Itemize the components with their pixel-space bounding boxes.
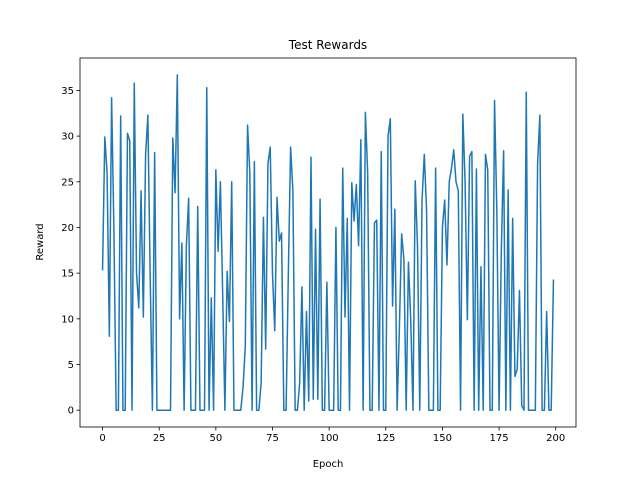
x-tick-label: 175 bbox=[490, 433, 509, 444]
y-tick-label: 20 bbox=[61, 223, 74, 234]
chart-title: Test Rewards bbox=[288, 38, 367, 52]
x-axis-label: Epoch bbox=[313, 459, 344, 470]
x-tick-label: 75 bbox=[266, 433, 279, 444]
x-tick-label: 25 bbox=[153, 433, 166, 444]
y-tick-label: 15 bbox=[61, 269, 74, 280]
line-series bbox=[101, 74, 555, 411]
x-tick-label: 0 bbox=[99, 433, 105, 444]
x-tick-label: 50 bbox=[209, 433, 222, 444]
x-tick-label: 150 bbox=[433, 433, 452, 444]
y-tick-label: 35 bbox=[61, 86, 74, 97]
plot-frame bbox=[79, 57, 577, 428]
x-tick-label: 100 bbox=[320, 433, 339, 444]
y-tick-label: 0 bbox=[68, 406, 74, 417]
y-axis-label: Reward bbox=[35, 223, 46, 260]
y-tick-label: 10 bbox=[61, 314, 74, 325]
y-tick-label: 25 bbox=[61, 177, 74, 188]
y-tick-label: 30 bbox=[61, 132, 74, 143]
x-tick-label: 125 bbox=[376, 433, 395, 444]
x-tick-label: 200 bbox=[546, 433, 565, 444]
y-tick-label: 5 bbox=[68, 360, 74, 371]
